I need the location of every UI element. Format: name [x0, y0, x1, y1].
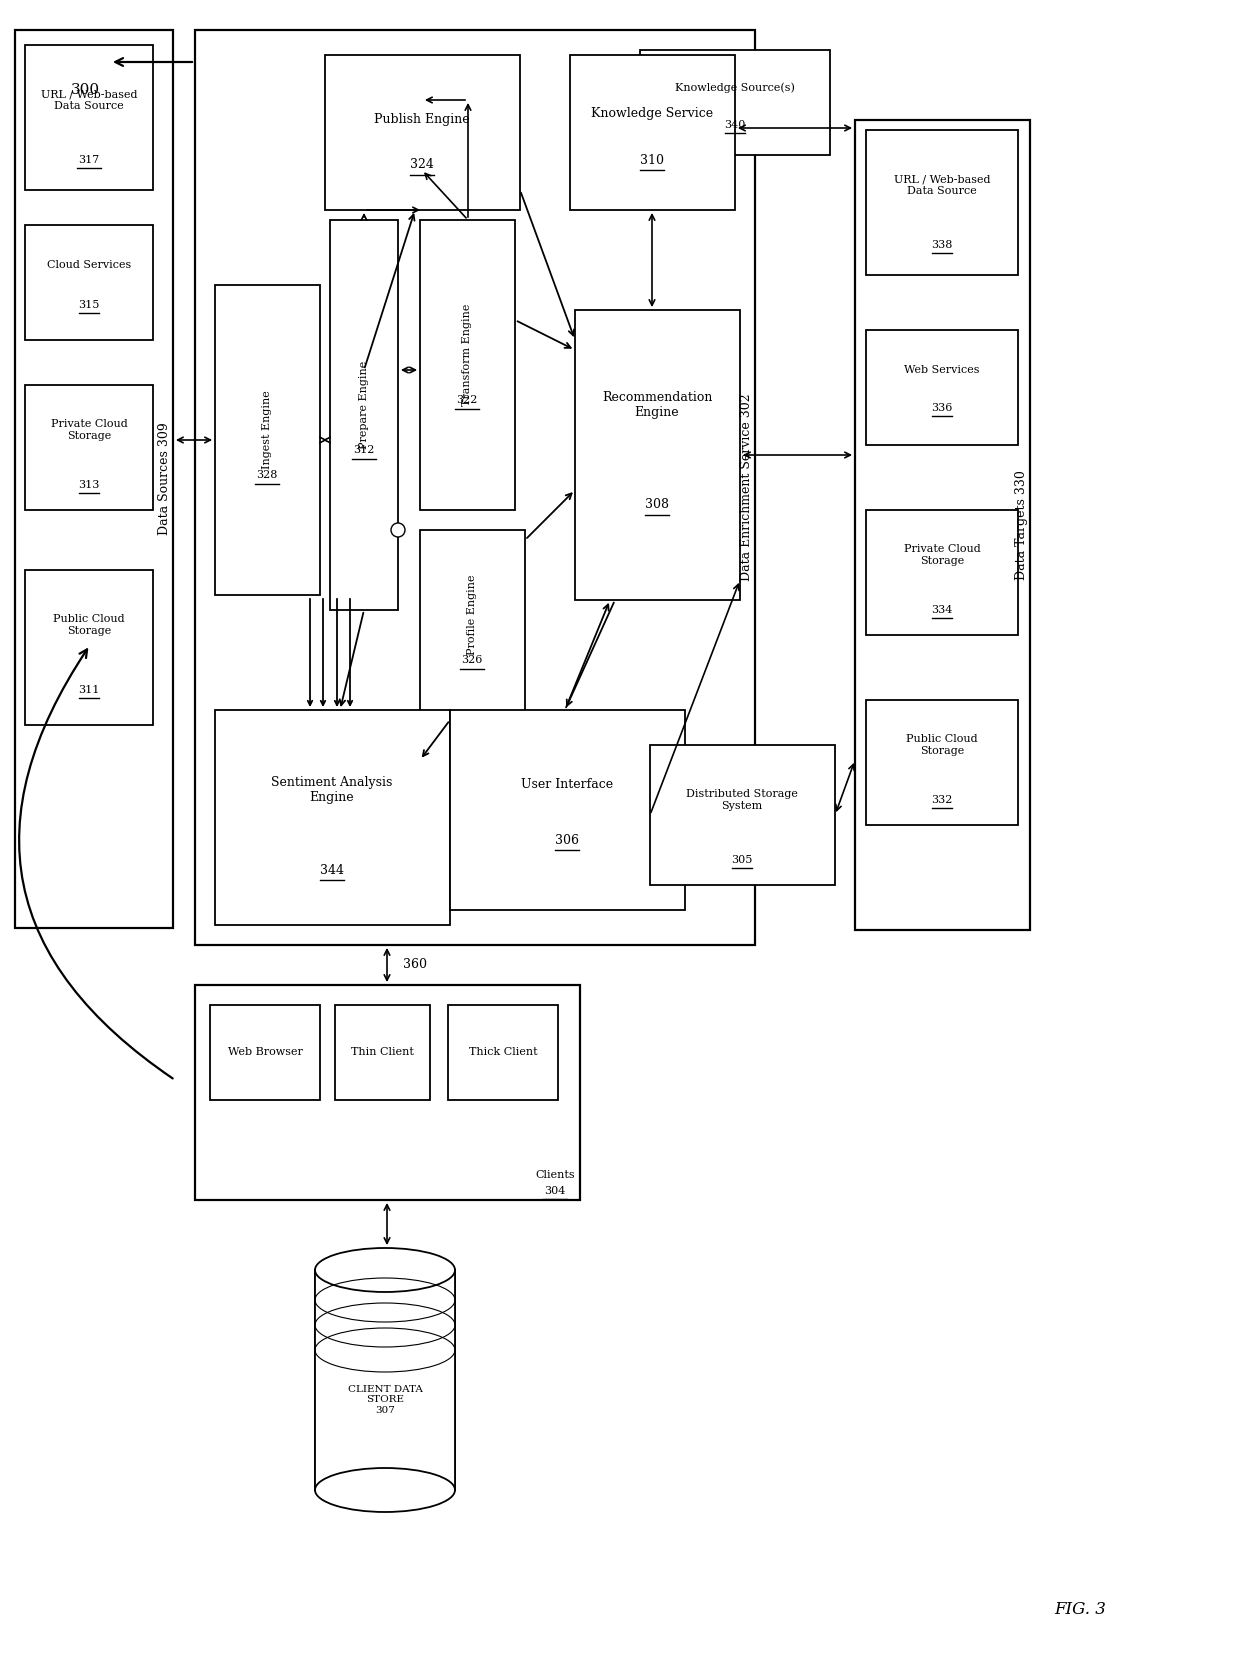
- Text: 300: 300: [71, 83, 99, 96]
- Bar: [640, 50, 830, 154]
- Text: FIG. 3: FIG. 3: [1054, 1601, 1106, 1619]
- Bar: [420, 221, 515, 509]
- Text: 328: 328: [257, 469, 278, 479]
- Text: 306: 306: [556, 833, 579, 846]
- Bar: [856, 119, 1030, 931]
- Text: 310: 310: [640, 154, 663, 166]
- Text: Thick Client: Thick Client: [469, 1047, 537, 1057]
- Text: 304: 304: [544, 1186, 565, 1196]
- Text: Data Enrichment Service 302: Data Enrichment Service 302: [740, 393, 754, 581]
- Bar: [866, 330, 1018, 445]
- Text: URL / Web-based
Data Source: URL / Web-based Data Source: [41, 90, 138, 111]
- Text: Prepare Engine: Prepare Engine: [360, 362, 370, 450]
- Text: 360: 360: [403, 959, 427, 972]
- Bar: [215, 710, 450, 926]
- Text: 313: 313: [78, 479, 99, 489]
- Text: Recommendation
Engine: Recommendation Engine: [601, 392, 712, 420]
- Bar: [575, 310, 740, 601]
- Bar: [15, 30, 174, 927]
- Bar: [215, 285, 320, 596]
- Bar: [420, 529, 525, 720]
- Text: 312: 312: [353, 445, 374, 455]
- Bar: [330, 221, 398, 611]
- Text: Ingest Engine: Ingest Engine: [262, 390, 272, 469]
- Bar: [25, 45, 153, 191]
- Text: User Interface: User Interface: [521, 778, 613, 791]
- Bar: [195, 30, 755, 946]
- Text: Profile Engine: Profile Engine: [467, 574, 477, 655]
- Bar: [325, 55, 520, 211]
- Text: 311: 311: [78, 685, 99, 695]
- Bar: [448, 1005, 558, 1100]
- Bar: [335, 1005, 430, 1100]
- Bar: [866, 509, 1018, 635]
- Text: 332: 332: [931, 795, 952, 805]
- Text: 305: 305: [732, 854, 753, 864]
- Text: 334: 334: [931, 606, 952, 615]
- Text: Knowledge Source(s): Knowledge Source(s): [675, 83, 795, 93]
- Text: Clients: Clients: [536, 1170, 575, 1180]
- Text: CLIENT DATA
STORE
307: CLIENT DATA STORE 307: [347, 1385, 423, 1415]
- Bar: [650, 745, 835, 884]
- Text: 315: 315: [78, 300, 99, 310]
- Bar: [25, 385, 153, 509]
- Bar: [25, 226, 153, 340]
- Text: 322: 322: [456, 395, 477, 405]
- Text: 344: 344: [320, 863, 343, 876]
- Bar: [866, 129, 1018, 275]
- Bar: [25, 571, 153, 725]
- Bar: [450, 710, 684, 911]
- Text: Public Cloud
Storage: Public Cloud Storage: [906, 735, 978, 757]
- Text: Web Services: Web Services: [904, 365, 980, 375]
- Text: Publish Engine: Publish Engine: [374, 113, 470, 126]
- Text: 317: 317: [78, 154, 99, 164]
- Text: Distributed Storage
System: Distributed Storage System: [686, 790, 797, 811]
- Ellipse shape: [315, 1468, 455, 1511]
- Text: 340: 340: [724, 119, 745, 129]
- Text: 308: 308: [645, 498, 670, 511]
- Bar: [210, 1005, 320, 1100]
- Text: Public Cloud
Storage: Public Cloud Storage: [53, 614, 125, 635]
- Text: Knowledge Service: Knowledge Service: [591, 106, 713, 119]
- Bar: [866, 700, 1018, 825]
- Text: Sentiment Analysis
Engine: Sentiment Analysis Engine: [272, 776, 393, 805]
- Ellipse shape: [315, 1248, 455, 1292]
- Text: Transform Engine: Transform Engine: [463, 304, 472, 406]
- Text: Private Cloud
Storage: Private Cloud Storage: [51, 420, 128, 441]
- Text: Cloud Services: Cloud Services: [47, 260, 131, 270]
- Text: 324: 324: [410, 159, 434, 171]
- Bar: [195, 985, 580, 1199]
- Text: 336: 336: [931, 403, 952, 413]
- Text: Data Sources 309: Data Sources 309: [159, 423, 171, 536]
- Text: Web Browser: Web Browser: [228, 1047, 303, 1057]
- Text: 326: 326: [461, 655, 482, 665]
- Text: Private Cloud
Storage: Private Cloud Storage: [904, 544, 981, 566]
- Circle shape: [391, 523, 405, 538]
- Text: URL / Web-based
Data Source: URL / Web-based Data Source: [894, 174, 991, 196]
- Bar: [570, 55, 735, 211]
- Text: Thin Client: Thin Client: [351, 1047, 413, 1057]
- Bar: [315, 1271, 455, 1490]
- Text: 338: 338: [931, 241, 952, 251]
- Text: Data Targets 330: Data Targets 330: [1016, 469, 1028, 581]
